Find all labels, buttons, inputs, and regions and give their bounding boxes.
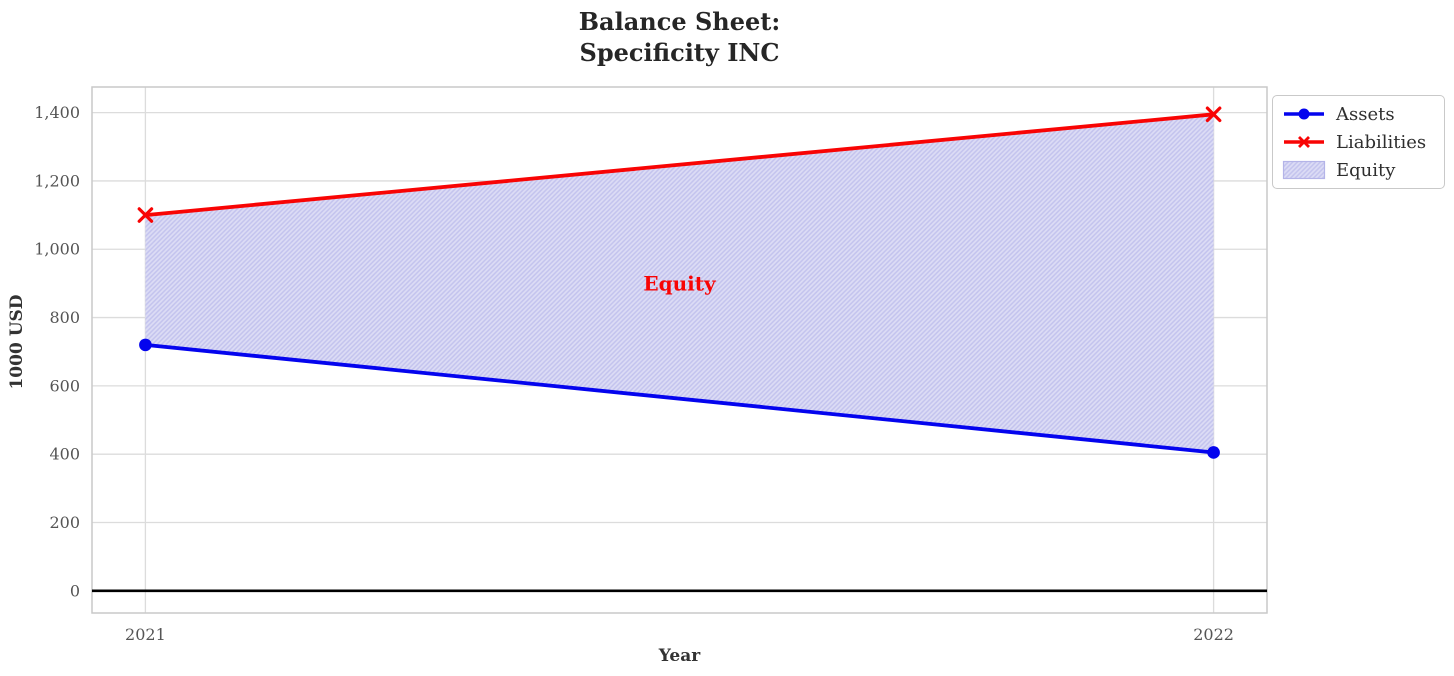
equity-area	[145, 114, 1214, 453]
y-tick-label: 1,000	[34, 240, 80, 259]
assets-line	[143, 342, 1216, 455]
liabilities-marker	[1205, 106, 1222, 123]
assets-marker	[1207, 446, 1220, 459]
x-tick-label: 2022	[1193, 625, 1234, 644]
y-tick-label: 400	[49, 445, 80, 464]
legend-item-assets: Assets	[1282, 100, 1436, 128]
equity-patch-swatch	[1282, 160, 1326, 180]
liabilities-line	[143, 112, 1216, 217]
y-tick-label: 1,400	[34, 103, 80, 122]
equity-annotation: Equity	[643, 271, 717, 295]
chart-title: Balance Sheet: Specificity INC	[578, 7, 781, 67]
y-tick-label: 600	[49, 376, 80, 395]
legend-item-liabilities: Liabilities	[1282, 128, 1436, 156]
plot-border	[91, 86, 1268, 614]
liabilities-marker	[137, 207, 154, 223]
legend-item-equity: Equity	[1282, 156, 1436, 184]
x-tick-label: 2021	[125, 625, 166, 644]
y-tick-label: 0	[70, 581, 80, 600]
assets-line-swatch	[1284, 108, 1324, 120]
legend-label-equity: Equity	[1336, 159, 1396, 181]
y-tick-label: 1,200	[34, 171, 80, 190]
liabilities-line-swatch	[1284, 136, 1324, 148]
y-tick-label: 200	[49, 513, 80, 532]
assets-marker	[139, 338, 152, 352]
y-tick-label: 800	[49, 308, 80, 327]
legend-label-assets: Assets	[1336, 103, 1395, 125]
legend-label-liabilities: Liabilities	[1336, 131, 1427, 153]
x-axis-label: Year	[658, 646, 701, 666]
legend: Assets Liabilities Equity	[1272, 95, 1445, 189]
